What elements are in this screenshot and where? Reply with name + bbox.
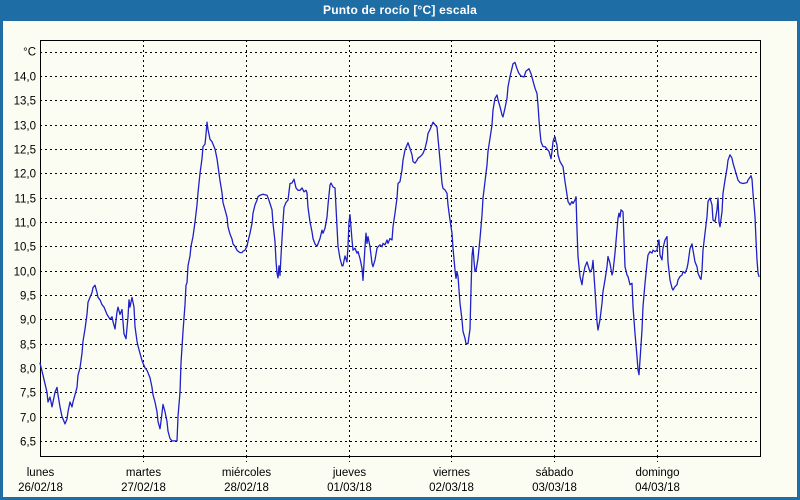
y-axis-tick-label: 13,5	[14, 96, 36, 108]
y-axis-tick-label: 12,0	[14, 169, 36, 181]
y-axis-tick-label: 7,5	[20, 388, 36, 400]
x-axis-day-label: martes	[126, 467, 161, 479]
y-axis-tick-label: 11,0	[14, 218, 36, 230]
x-axis-date-label: 04/03/18	[635, 482, 680, 494]
y-axis-tick-label: 13,0	[14, 121, 36, 133]
y-axis-tick-label: 6,5	[20, 437, 36, 449]
y-axis-unit-label: °C	[23, 47, 36, 59]
y-axis-tick-label: 9,0	[20, 315, 36, 327]
x-axis-day-label: lunes	[27, 467, 55, 479]
window-title: Punto de rocío [°C] escala	[322, 3, 478, 17]
x-axis-day-label: viernes	[433, 467, 470, 479]
x-axis-date-label: 02/03/18	[429, 482, 474, 494]
y-axis-tick-label: 10,5	[14, 242, 36, 254]
y-axis-tick-label: 7,0	[20, 413, 36, 425]
y-axis-tick-label: 12,5	[14, 145, 36, 157]
x-axis-day-label: domingo	[635, 467, 679, 479]
x-axis-date-label: 01/03/18	[327, 482, 372, 494]
y-axis-tick-label: 10,0	[14, 267, 36, 279]
x-axis-day-label: miércoles	[222, 467, 271, 479]
y-axis-tick-label: 11,5	[14, 194, 36, 206]
y-axis-tick-label: 9,5	[20, 291, 36, 303]
y-axis-tick-label: 14,0	[14, 72, 36, 84]
y-axis-tick-label: 8,0	[20, 364, 36, 376]
title-bar: Punto de rocío [°C] escala	[0, 0, 800, 21]
x-axis-day-label: jueves	[332, 467, 366, 479]
x-axis-date-label: 28/02/18	[224, 482, 269, 494]
x-axis-date-label: 03/03/18	[532, 482, 577, 494]
dew-point-line	[39, 61, 760, 442]
x-axis-date-label: 27/02/18	[121, 482, 166, 494]
plot-border	[40, 40, 761, 457]
y-axis-tick-label: 8,5	[20, 340, 36, 352]
x-axis-day-label: sábado	[536, 467, 574, 479]
x-axis-date-label: 26/02/18	[18, 482, 63, 494]
